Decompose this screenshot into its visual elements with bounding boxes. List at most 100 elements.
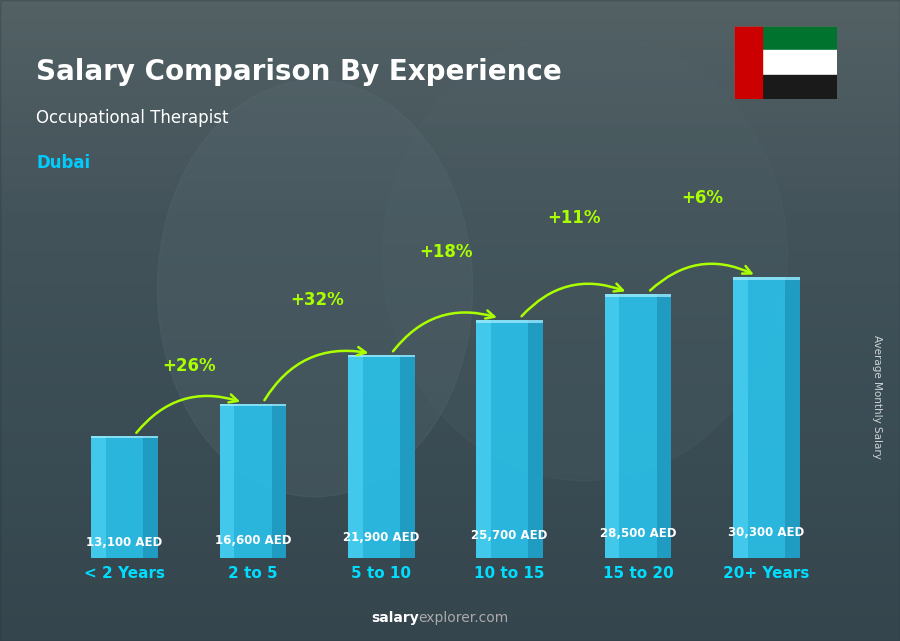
Bar <box>91 437 158 438</box>
Bar <box>0 404 900 410</box>
Bar <box>0 455 900 462</box>
Bar <box>0 583 900 590</box>
Text: Average Monthly Salary: Average Monthly Salary <box>872 335 883 460</box>
Bar <box>400 355 415 558</box>
Bar <box>0 96 900 103</box>
Bar <box>0 237 900 244</box>
Bar <box>0 551 900 558</box>
Bar <box>0 635 900 641</box>
Text: Salary Comparison By Experience: Salary Comparison By Experience <box>36 58 562 86</box>
Bar <box>0 494 900 500</box>
Bar <box>0 13 900 19</box>
Bar <box>0 45 900 51</box>
Bar <box>657 294 671 558</box>
Text: salary: salary <box>371 611 418 625</box>
Bar <box>220 404 286 406</box>
Bar <box>0 359 900 365</box>
Bar <box>220 404 286 558</box>
Text: +6%: +6% <box>681 188 724 206</box>
Bar <box>348 355 415 357</box>
Bar <box>762 50 837 75</box>
Bar <box>762 75 837 99</box>
Bar <box>0 353 900 359</box>
Bar <box>91 437 106 558</box>
Bar <box>0 372 900 378</box>
Bar <box>733 277 800 281</box>
Bar <box>0 397 900 404</box>
Bar <box>0 256 900 263</box>
Bar <box>0 276 900 282</box>
Text: 16,600 AED: 16,600 AED <box>215 533 292 547</box>
Bar <box>0 410 900 417</box>
Bar <box>0 90 900 96</box>
Bar <box>0 346 900 353</box>
Bar <box>0 385 900 391</box>
Bar <box>0 128 900 135</box>
Bar <box>0 590 900 596</box>
Bar <box>0 199 900 205</box>
Bar <box>0 135 900 141</box>
Text: +18%: +18% <box>418 243 472 261</box>
Bar <box>348 355 363 558</box>
Bar <box>0 19 900 26</box>
Bar <box>0 179 900 186</box>
Bar <box>0 487 900 494</box>
Bar <box>0 6 900 13</box>
Bar <box>733 277 748 558</box>
Bar <box>0 282 900 288</box>
Text: 30,300 AED: 30,300 AED <box>728 526 805 539</box>
Bar <box>0 269 900 276</box>
Text: +11%: +11% <box>547 209 600 227</box>
Bar <box>0 115 900 122</box>
Bar <box>0 449 900 455</box>
Bar <box>0 506 900 513</box>
Bar <box>0 167 900 173</box>
Bar <box>0 250 900 256</box>
Bar <box>0 417 900 423</box>
Bar <box>0 570 900 577</box>
Text: explorer.com: explorer.com <box>418 611 508 625</box>
Bar <box>0 186 900 192</box>
Text: 21,900 AED: 21,900 AED <box>343 531 419 544</box>
Bar <box>0 513 900 519</box>
Text: +32%: +32% <box>291 292 344 310</box>
Bar <box>785 277 800 558</box>
Bar <box>0 462 900 468</box>
Bar <box>0 218 900 224</box>
Bar <box>0 77 900 83</box>
Bar <box>0 295 900 301</box>
Bar <box>0 288 900 295</box>
Bar <box>0 558 900 564</box>
Bar <box>528 320 543 558</box>
Bar <box>0 314 900 320</box>
Bar <box>0 474 900 481</box>
Bar <box>0 442 900 449</box>
Bar <box>0 122 900 128</box>
Bar <box>476 320 543 558</box>
Bar <box>0 564 900 570</box>
Bar <box>0 308 900 314</box>
Bar <box>0 26 900 32</box>
Bar <box>0 532 900 538</box>
Bar <box>0 481 900 487</box>
Bar <box>0 603 900 609</box>
Bar <box>0 538 900 545</box>
Ellipse shape <box>158 80 473 497</box>
Bar <box>0 64 900 71</box>
Bar <box>0 109 900 115</box>
Bar <box>0 83 900 90</box>
Bar <box>0 519 900 526</box>
Bar <box>0 231 900 237</box>
Bar <box>0 468 900 474</box>
Bar <box>0 103 900 109</box>
Bar <box>143 437 158 558</box>
Bar <box>0 32 900 38</box>
Bar <box>0 320 900 327</box>
Text: 13,100 AED: 13,100 AED <box>86 535 163 549</box>
Bar <box>476 320 491 558</box>
Bar <box>0 436 900 442</box>
Text: Dubai: Dubai <box>36 154 90 172</box>
Bar <box>0 58 900 64</box>
Bar <box>605 294 671 297</box>
Bar <box>0 301 900 308</box>
